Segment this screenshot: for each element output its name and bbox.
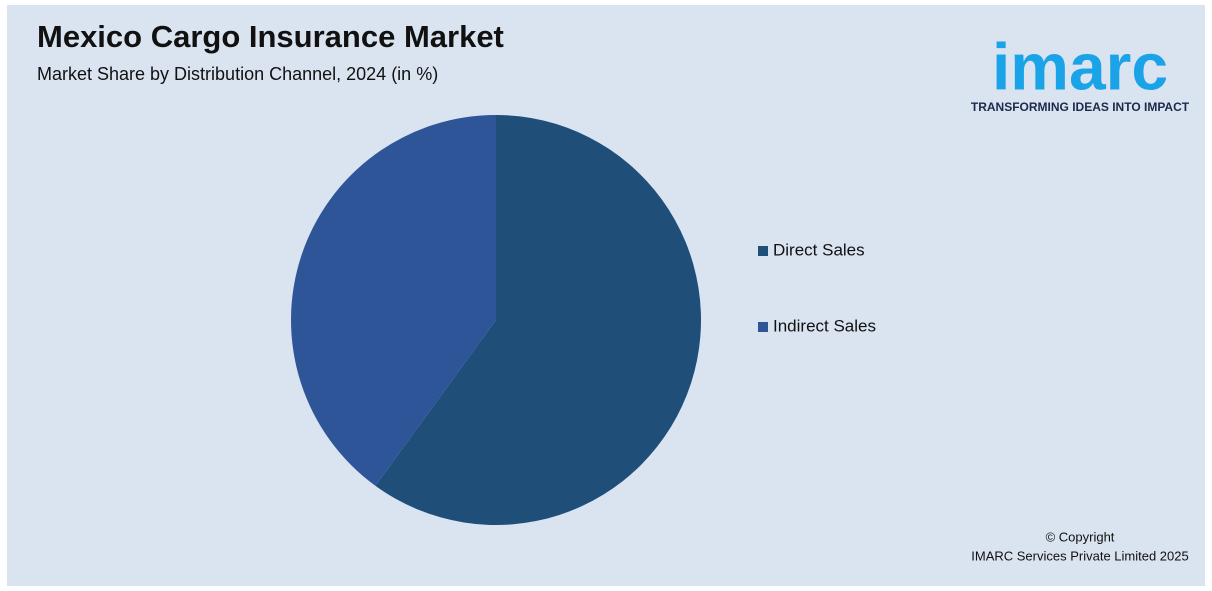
plot-area: Direct Sales Indirect Sales xyxy=(291,115,876,526)
legend-swatch xyxy=(758,322,768,332)
pie-slice xyxy=(375,115,701,526)
pie-slice xyxy=(291,115,496,486)
legend-swatch xyxy=(758,246,768,256)
copyright: © Copyright xyxy=(1046,529,1115,544)
chart-title: Mexico Cargo Insurance Market xyxy=(37,19,504,54)
chart-subtitle: Market Share by Distribution Channel, 20… xyxy=(37,64,438,84)
copyright-company: IMARC Services Private Limited 2025 xyxy=(971,548,1188,563)
logo-name: imarc xyxy=(992,29,1168,103)
logo-tagline: TRANSFORMING IDEAS INTO IMPACT xyxy=(971,100,1190,114)
legend-label: Direct Sales xyxy=(773,240,865,259)
legend-label: Indirect Sales xyxy=(773,316,876,335)
